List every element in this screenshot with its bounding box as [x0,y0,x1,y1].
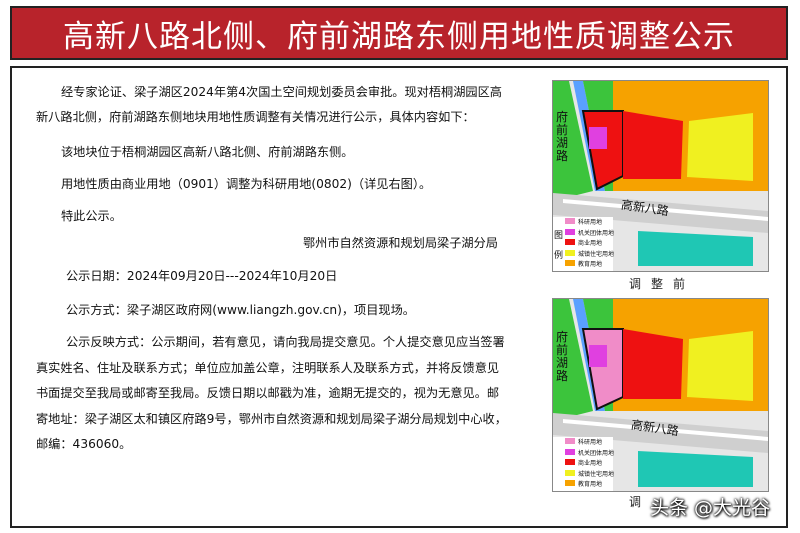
issuer-line: 鄂州市自然资源和规划局梁子湖分局 [303,236,498,250]
notice-frame [10,66,788,528]
legend-commercial: 商业用地 [578,240,603,247]
legend-residential: 城镇住宅用地 [578,250,615,258]
map-before-road-v: 府前湖路 [556,110,569,163]
map-after-graphic [553,299,768,491]
legend-residential: 城镇住宅用地 [578,470,615,478]
period-line: 公示日期：2024年09月20日---2024年10月20日 [66,269,338,283]
legend-education: 教育用地 [578,261,603,268]
caption-before: 调整前 [629,277,696,291]
caption-after: 调 [629,495,652,509]
legend-research: 科研用地 [578,219,603,226]
intro-paragraph: 经专家论证、梁子湖区2024年第4次国土空间规划委员会审批。现对梧桐湖园区高新八… [36,85,502,124]
map-after-road-v: 府前湖路 [556,330,569,383]
map-before-legend: 科研用地 机关团体用地 商业用地 城镇住宅用地 教育用地 [565,218,614,271]
map-before-graphic [553,81,768,271]
legend-institution: 机关团体用地 [578,449,615,457]
legend-education: 教育用地 [578,481,603,488]
watermark: 头条 @大光谷 [650,497,771,519]
map-before-legend-side: 图例 [554,231,564,261]
map-after: 高新八路 府前湖路 科研用地 机关团体用地 商业用地 城镇住宅用地 教育用地 [552,298,769,492]
location-paragraph: 该地块位于梧桐湖园区高新八路北侧、府前湖路东侧。 [61,145,354,159]
legend-institution: 机关团体用地 [578,229,615,237]
method-line: 公示方式：梁子湖区政府网(www.liangzh.gov.cn)，项目现场。 [66,303,415,317]
map-after-legend: 科研用地 机关团体用地 商业用地 城镇住宅用地 教育用地 [565,438,614,491]
change-paragraph: 用地性质由商业用地（0901）调整为科研用地(0802)（详见右图）。 [61,177,432,191]
map-before: 高新八路 府前湖路 图例 科研用地 机关团体用地 商业用地 城镇住宅用地 教育用… [552,80,769,272]
feedback-paragraph: 公示反映方式：公示期间，若有意见，请向我局提交意见。个人提交意见应当签署真实姓名… [36,335,507,451]
legend-research: 科研用地 [578,439,603,446]
page-title: 高新八路北侧、府前湖路东侧用地性质调整公示 [63,18,735,55]
legend-commercial: 商业用地 [578,460,603,467]
notice-line: 特此公示。 [61,209,122,223]
title-banner: 高新八路北侧、府前湖路东侧用地性质调整公示 [10,6,788,60]
